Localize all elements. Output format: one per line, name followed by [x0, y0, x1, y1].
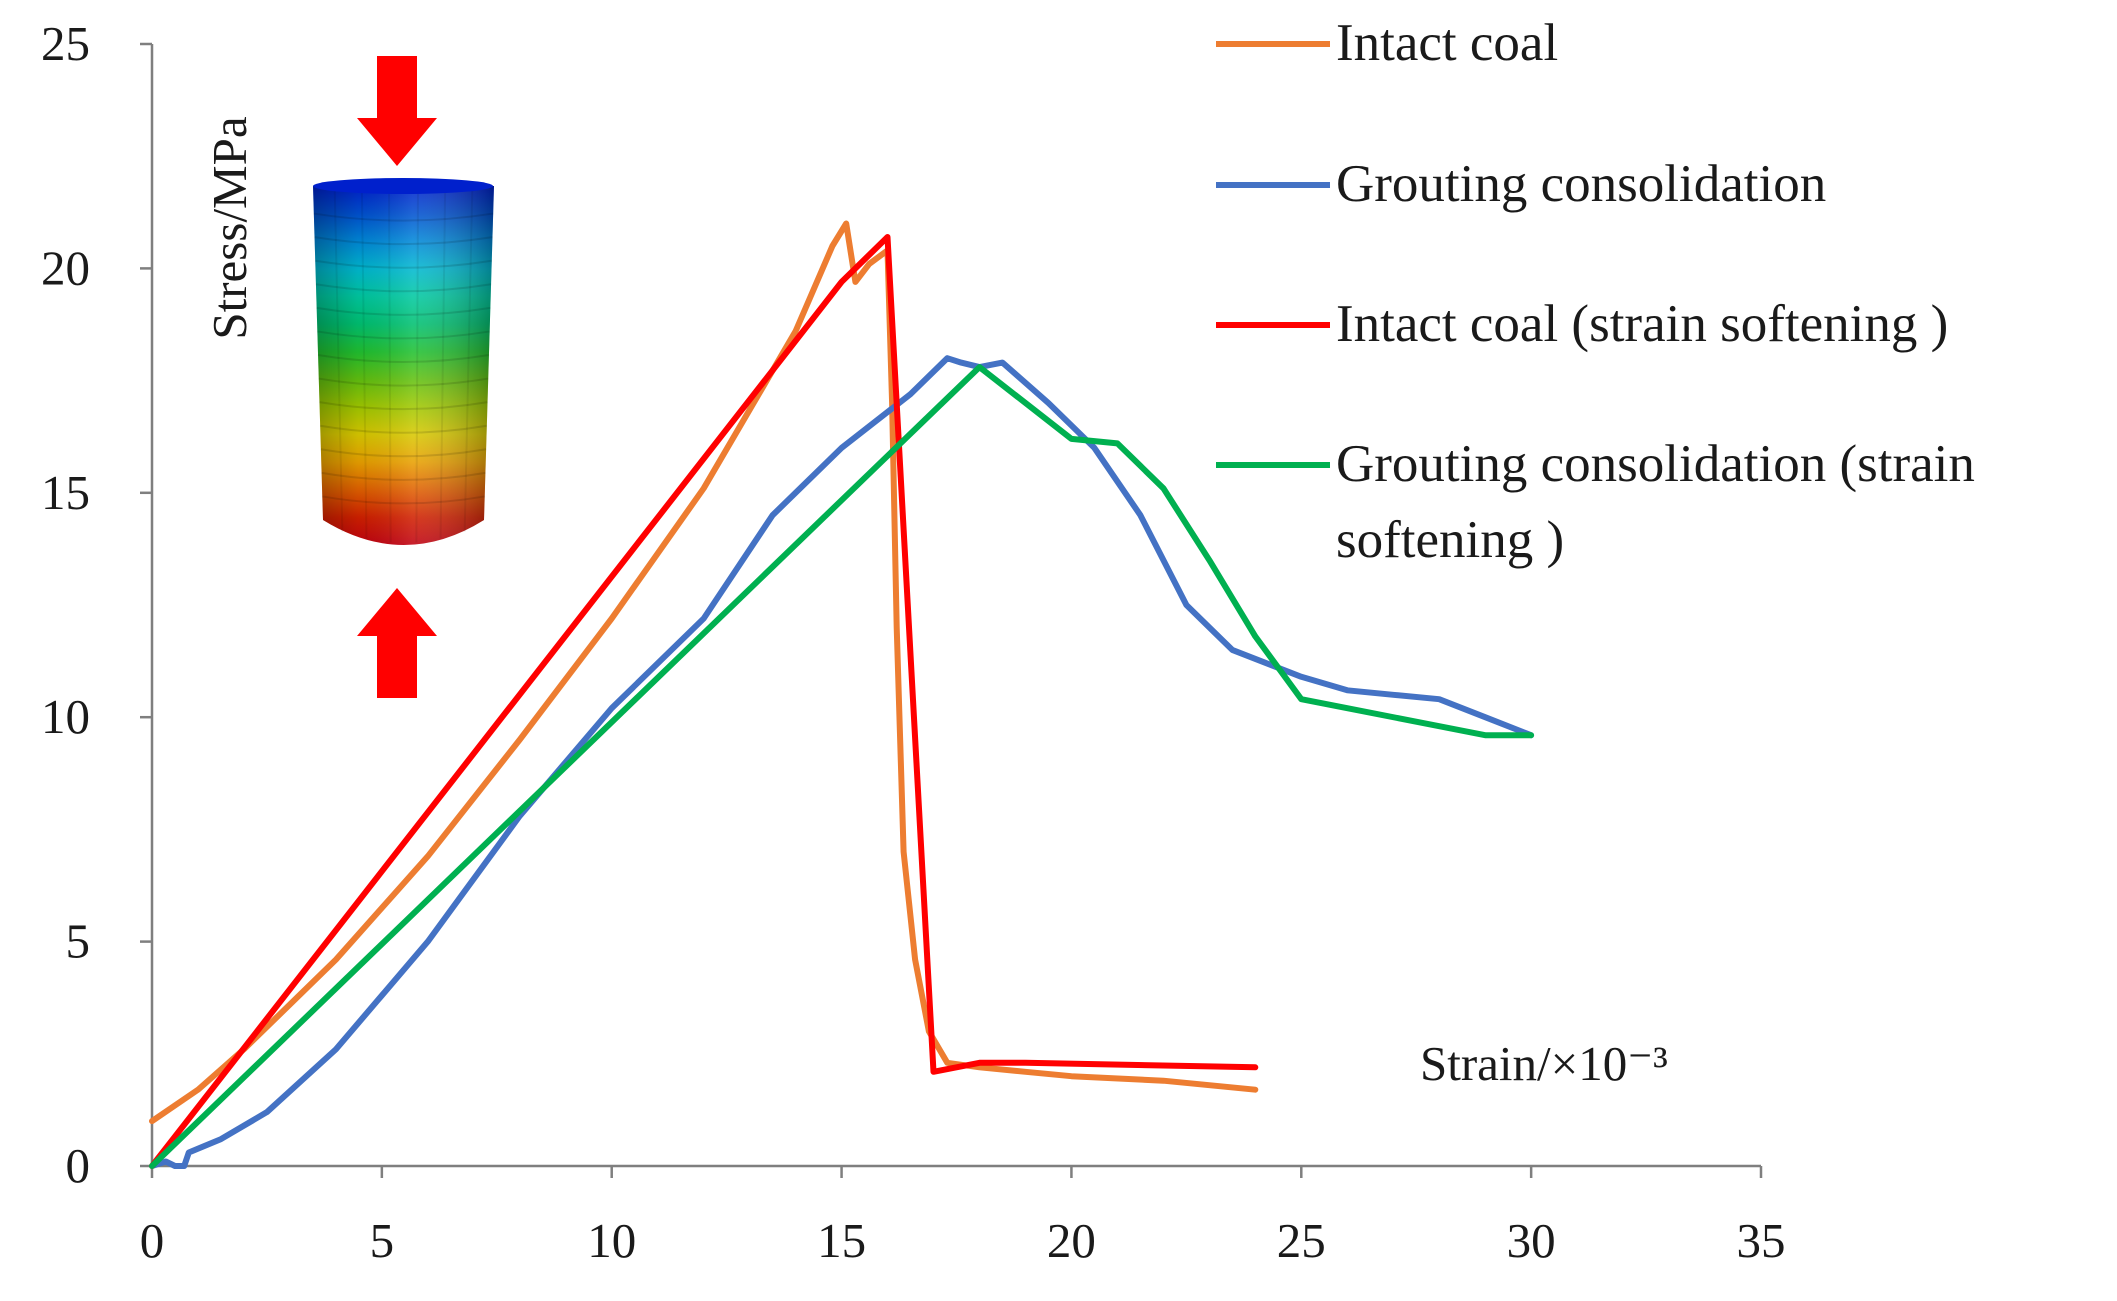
- series-line-intact-coal-strain-softening: [149, 234, 1259, 1169]
- legend: Intact coal Grouting consolidation Intact …: [1216, 14, 1975, 569]
- x-tick-label: 15: [817, 1213, 866, 1268]
- series-line-intact-coal: [149, 220, 1259, 1125]
- x-tick-label: 30: [1507, 1213, 1556, 1268]
- x-tick-label: 25: [1277, 1213, 1326, 1268]
- y-tick-label: 10: [41, 689, 90, 744]
- series-layer: [149, 220, 1535, 1169]
- legend-label: softening ): [1336, 511, 1564, 569]
- y-axis-ticks: 0 5 10 15 20 25: [41, 16, 152, 1193]
- top-load-arrow-icon: [357, 56, 437, 166]
- y-tick-label: 25: [41, 16, 90, 71]
- y-tick-label: 5: [66, 914, 91, 969]
- x-tick-label: 20: [1047, 1213, 1096, 1268]
- legend-label: Grouting consolidation: [1336, 155, 1826, 213]
- y-tick-label: 20: [41, 240, 90, 295]
- x-axis-title: Strain/×10⁻³: [1420, 1036, 1668, 1091]
- axes: 0 5 10 15 20 25 30 35 0 5 10 15 20 25: [41, 16, 1786, 1268]
- x-tick-label: 35: [1737, 1213, 1786, 1268]
- legend-label: Intact coal: [1336, 14, 1558, 72]
- x-tick-label: 0: [140, 1213, 165, 1268]
- x-axis-ticks: 0 5 10 15 20 25 30 35: [140, 1166, 1786, 1268]
- legend-label: Intact coal (strain softening ): [1336, 295, 1948, 353]
- y-tick-label: 0: [66, 1138, 91, 1193]
- y-tick-label: 15: [41, 465, 90, 520]
- series-line-grouting-consolidation: [149, 355, 1535, 1169]
- specimen-inset: [313, 56, 494, 698]
- coal-specimen-cylinder-icon: [313, 178, 494, 545]
- legend-label: Grouting consolidation (strain: [1336, 435, 1975, 493]
- x-tick-label: 5: [370, 1213, 395, 1268]
- x-tick-label: 10: [587, 1213, 636, 1268]
- y-axis-title: Stress/MPa: [202, 116, 257, 340]
- bottom-load-arrow-icon: [357, 588, 437, 698]
- series-line-grouting-consolidation-strain-softening: [149, 364, 1535, 1169]
